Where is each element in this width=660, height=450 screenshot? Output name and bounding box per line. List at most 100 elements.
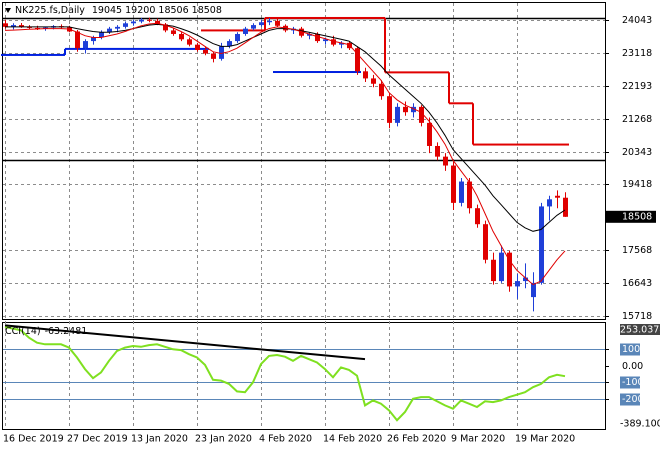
candle-body xyxy=(427,122,432,146)
candle-body xyxy=(467,181,472,209)
x-tick-label: 9 Mar 2020 xyxy=(451,434,505,445)
candle-body xyxy=(459,181,464,203)
candle-body xyxy=(315,33,320,42)
cci-panel-frame xyxy=(2,322,606,430)
layers: 16 Dec 2019 27 Dec 2019 13 Jan 2020 23 Jan … xyxy=(1,3,660,445)
candle-body xyxy=(83,41,88,49)
candle-body xyxy=(131,21,136,24)
y-tick-label: 20343 xyxy=(622,147,652,158)
candle-body xyxy=(19,25,24,27)
candle-body xyxy=(99,32,104,38)
y-tick-label: -100 xyxy=(622,377,644,388)
candle-body xyxy=(563,197,568,217)
candle-body xyxy=(507,252,512,287)
candle-body xyxy=(211,53,216,59)
level-box xyxy=(620,343,640,356)
y-tick-label: 100 xyxy=(622,344,640,355)
close-value: 18508 xyxy=(192,5,222,16)
cci-line xyxy=(4,326,566,422)
candle-body xyxy=(419,106,424,123)
candle-body xyxy=(323,39,328,42)
level-box xyxy=(620,393,640,406)
x-tick-label: 16 Dec 2019 xyxy=(3,434,64,445)
moving-average-line xyxy=(4,22,566,286)
candle-body xyxy=(483,224,488,260)
candle-body xyxy=(155,20,160,25)
top-limit-box xyxy=(620,324,660,335)
candle-body xyxy=(187,39,192,45)
candle-body xyxy=(371,78,376,84)
candle-body xyxy=(547,199,552,207)
candle-body xyxy=(227,41,232,47)
candle-body xyxy=(203,49,208,54)
y-tick-label: 19418 xyxy=(622,179,652,190)
candle-body xyxy=(267,20,272,23)
x-tick-label: 27 Dec 2019 xyxy=(67,434,128,445)
candle-body xyxy=(163,24,168,31)
y-tick-label: 16643 xyxy=(622,278,652,289)
candle-body xyxy=(75,31,80,49)
candle-body xyxy=(395,106,400,123)
candle-body xyxy=(339,42,344,45)
candle-body xyxy=(491,259,496,282)
candle-body xyxy=(403,106,408,113)
candle-body xyxy=(3,23,8,27)
candle-body xyxy=(275,20,280,26)
indicator-title: CCI(14) xyxy=(5,326,41,337)
candle-body xyxy=(195,44,200,50)
y-tick-label: 15718 xyxy=(622,311,652,322)
last-price-box xyxy=(606,210,656,223)
candle-body xyxy=(379,83,384,97)
indicator-value: -63.2481 xyxy=(45,326,88,337)
candle-body xyxy=(515,281,520,287)
candle-body xyxy=(523,277,528,282)
price-panel-frame xyxy=(2,2,606,320)
candle-body xyxy=(107,28,112,33)
candle-body xyxy=(123,23,128,27)
candle-body xyxy=(299,28,304,36)
level-box xyxy=(620,376,640,389)
y-limit-label: 253.0378 xyxy=(620,325,660,336)
y-tick-label: 22193 xyxy=(622,81,652,92)
high-value: 19200 xyxy=(125,5,155,16)
y-tick-label: -200 xyxy=(622,394,644,405)
x-tick-label: 19 Mar 2020 xyxy=(515,434,575,445)
chart-header: NK225.fs,Daily 19045 19200 18506 18508 xyxy=(15,5,222,16)
candle-body xyxy=(435,145,440,157)
low-value: 18506 xyxy=(158,5,188,16)
y-limit-label: -389.1005 xyxy=(620,419,660,430)
last-price-label: 18508 xyxy=(622,211,652,222)
candle-body xyxy=(443,156,448,166)
candle-body xyxy=(235,33,240,42)
candle-body xyxy=(363,71,368,79)
candle-body xyxy=(355,48,360,72)
candle-body xyxy=(259,22,264,26)
candle-body xyxy=(251,25,256,29)
candle-body xyxy=(11,25,16,27)
y-tick-label: 21268 xyxy=(622,114,652,125)
trendline xyxy=(4,324,366,361)
chart-title: NK225.fs,Daily xyxy=(15,5,85,16)
candle-body xyxy=(147,19,152,21)
menu-icon xyxy=(5,8,11,13)
candle-body xyxy=(411,106,416,113)
candle-body xyxy=(243,28,248,34)
candle-body xyxy=(451,165,456,203)
candle-body xyxy=(387,96,392,123)
candle-body xyxy=(91,37,96,42)
candle-body xyxy=(331,39,336,45)
candle-body xyxy=(219,46,224,59)
y-tick-label: 0.00 xyxy=(622,361,643,372)
candle-body xyxy=(139,19,144,22)
candle-body xyxy=(499,252,504,282)
candle-body xyxy=(531,282,536,298)
x-tick-label: 4 Feb 2020 xyxy=(259,434,312,445)
candle-body xyxy=(307,33,312,36)
x-tick-label: 26 Feb 2020 xyxy=(387,434,446,445)
y-tick-label: 23118 xyxy=(622,48,652,59)
y-tick-label: 24043 xyxy=(622,15,652,26)
candle-body xyxy=(475,208,480,225)
x-tick-label: 13 Jan 2020 xyxy=(131,434,188,445)
candle-body xyxy=(115,26,120,29)
